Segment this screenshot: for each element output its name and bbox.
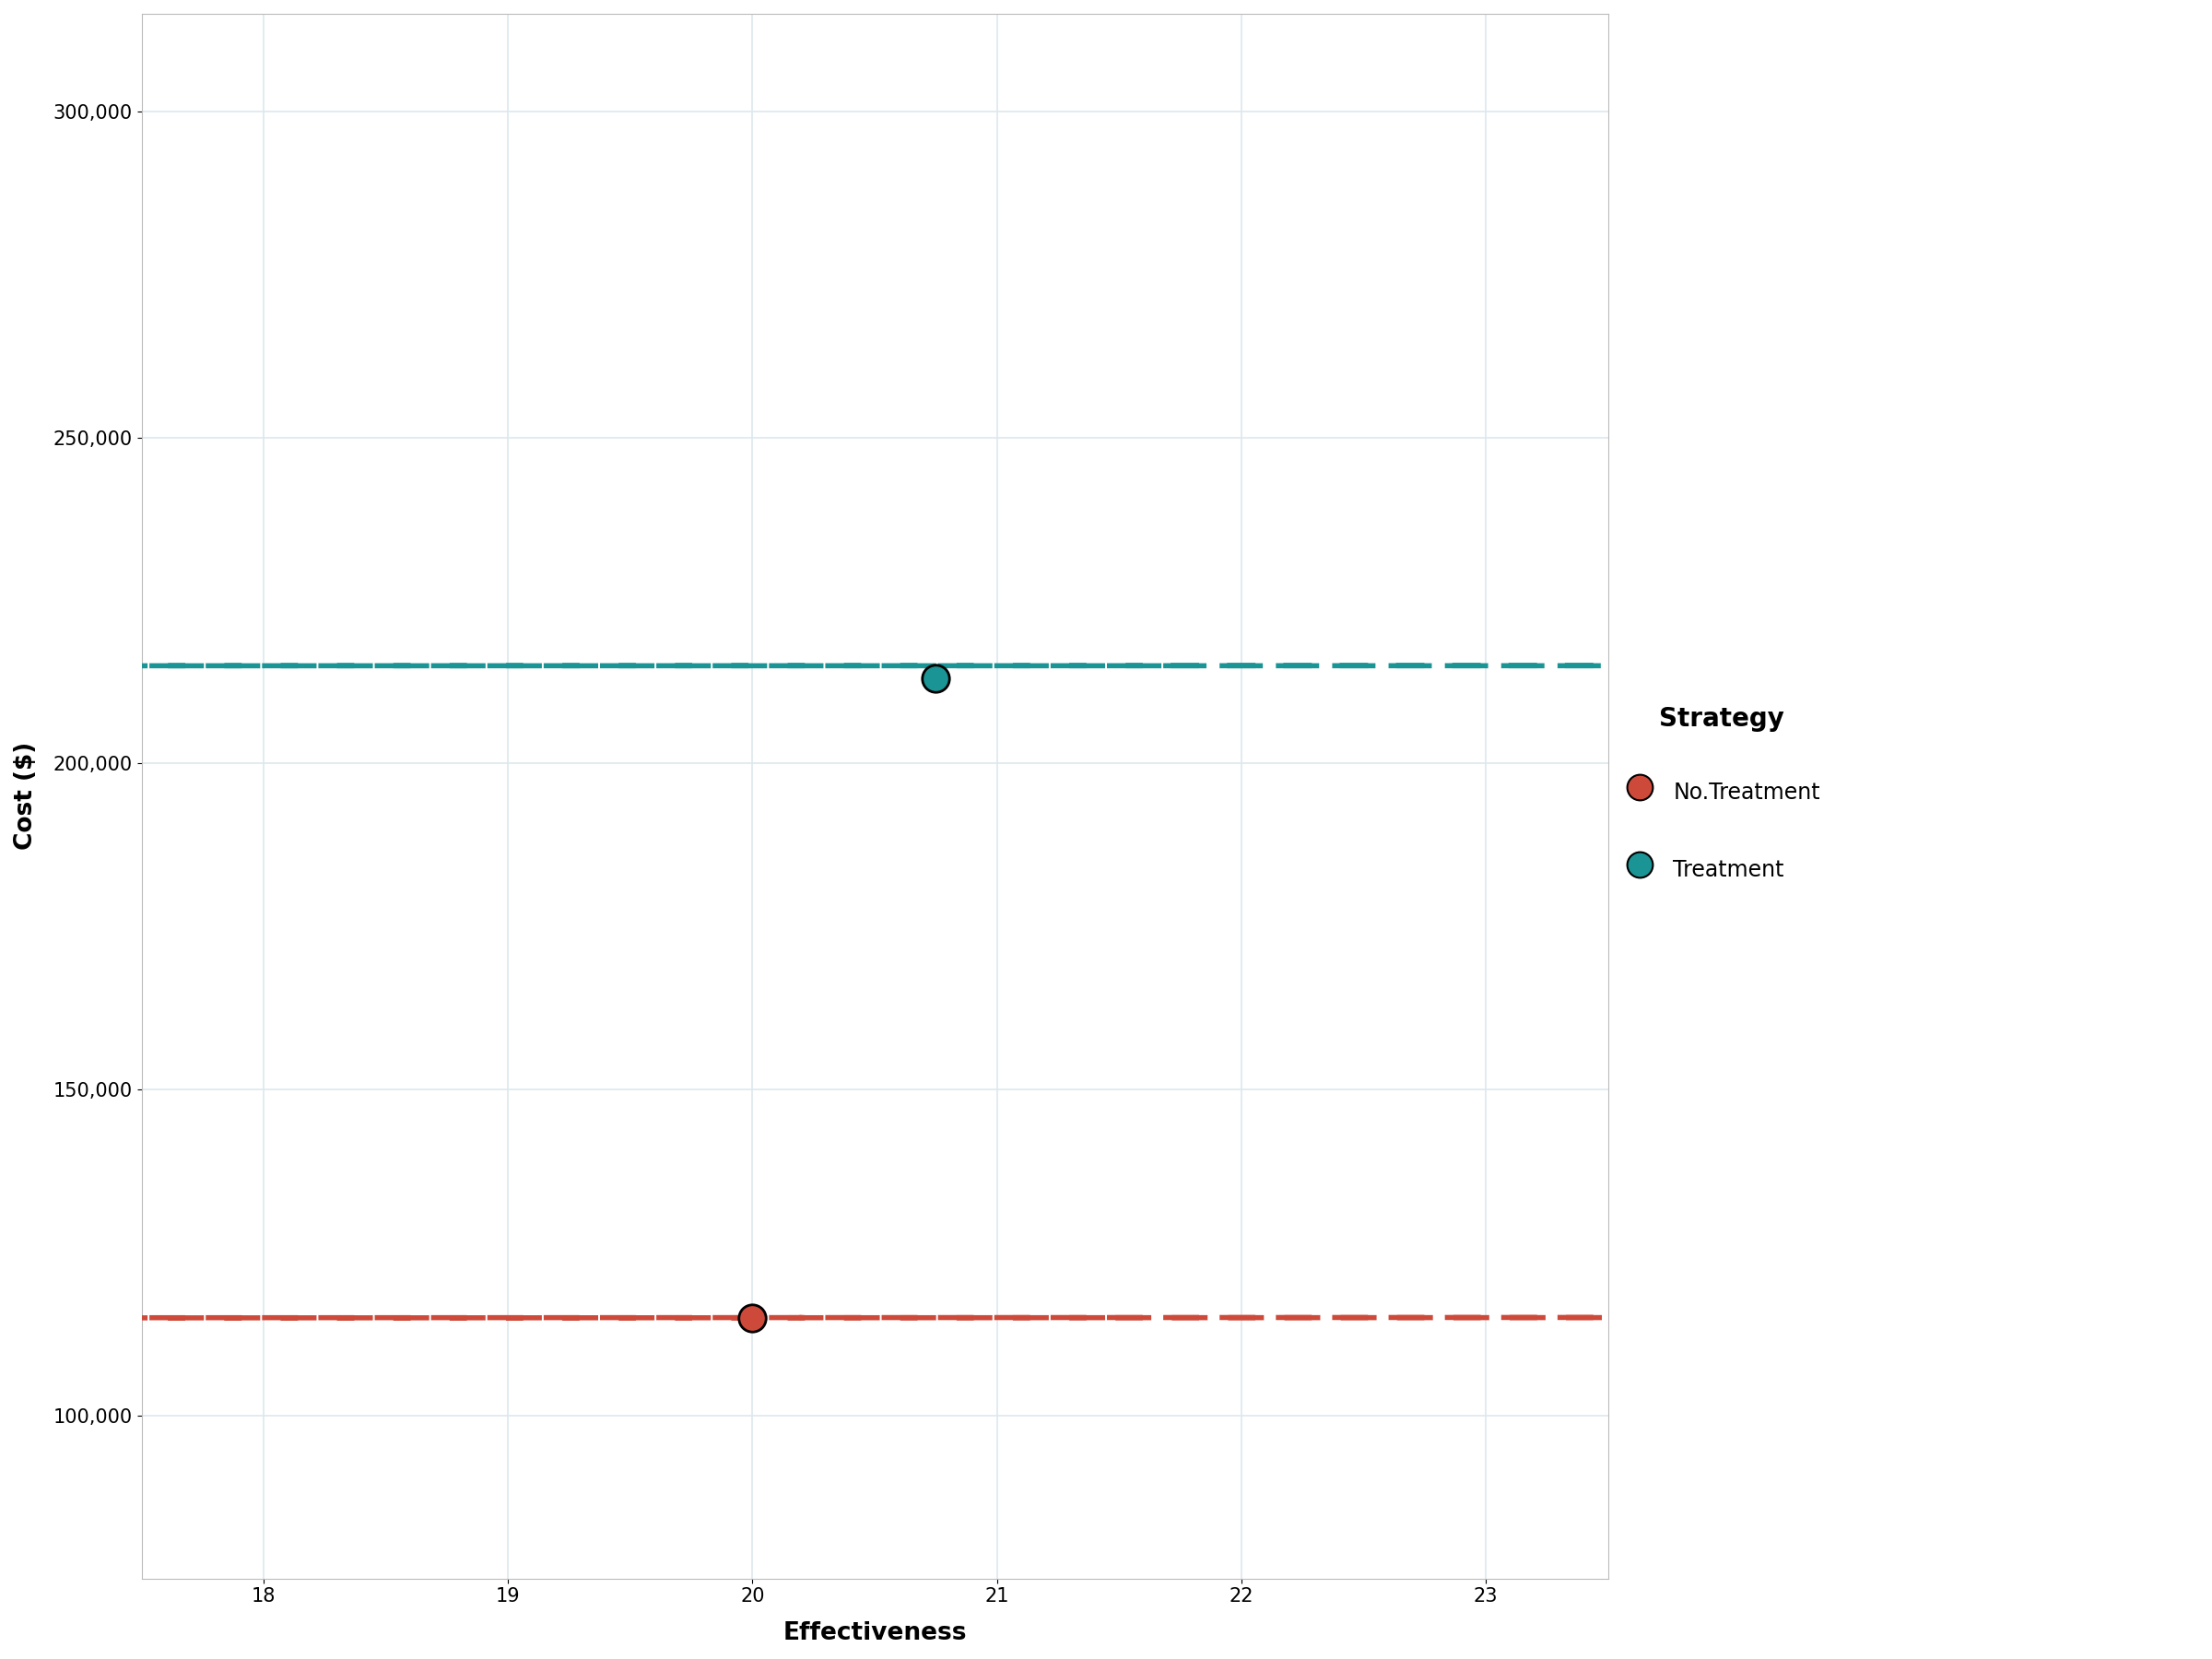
Y-axis label: Cost ($): Cost ($) bbox=[13, 742, 38, 849]
Point bbox=[2022, 1304, 2057, 1331]
X-axis label: Effectiveness: Effectiveness bbox=[783, 1621, 967, 1646]
Point bbox=[918, 665, 953, 692]
Point bbox=[783, 1304, 818, 1331]
Legend: No.Treatment, Treatment: No.Treatment, Treatment bbox=[1597, 680, 1847, 912]
Point bbox=[734, 1304, 770, 1331]
